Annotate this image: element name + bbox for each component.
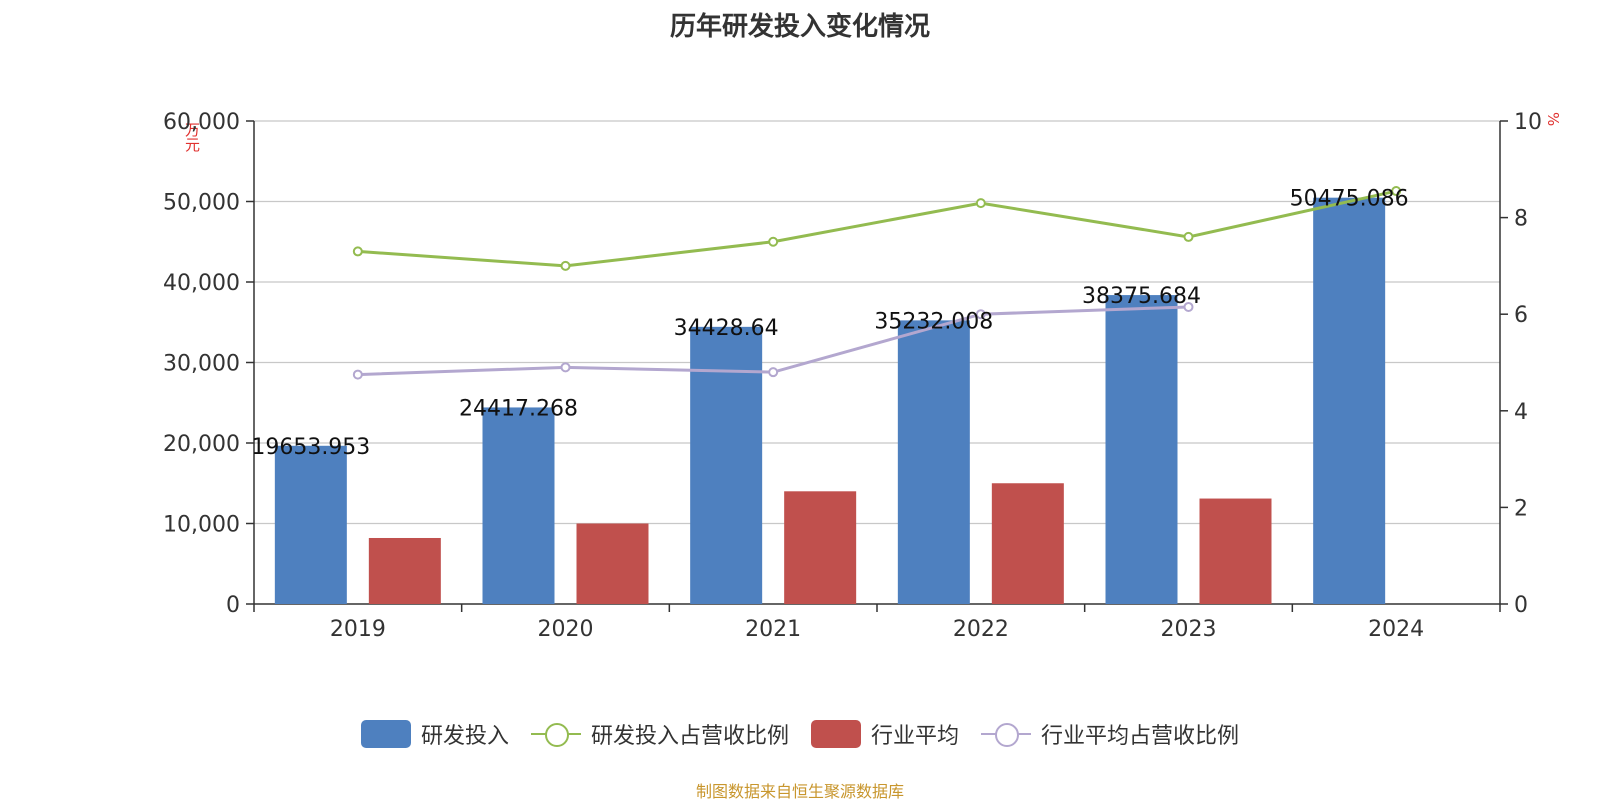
y-right-tick-label: 8 — [1514, 207, 1528, 232]
y-right-tick-label: 0 — [1514, 593, 1528, 618]
legend-swatch-rd-ratio — [530, 720, 581, 748]
y-right-tick-label: 10 — [1514, 110, 1542, 135]
y-right-tick-label: 6 — [1514, 303, 1528, 328]
point-industry-ratio — [352, 369, 363, 380]
left-axis-unit: 万元 — [183, 122, 201, 152]
bar-industry — [991, 483, 1064, 604]
bar-rd-data-label: 34428.64 — [674, 316, 779, 341]
bar-industry — [368, 537, 441, 604]
point-industry-ratio — [975, 309, 986, 320]
bar-rd — [690, 326, 763, 604]
bar-industry — [784, 491, 857, 604]
legend-item-industry[interactable]: 行业平均 — [811, 718, 959, 750]
point-rd-ratio — [352, 246, 363, 257]
y-left-tick-label: 40,000 — [163, 271, 240, 296]
bar-industry — [1199, 498, 1272, 604]
y-left-tick-label: 0 — [226, 593, 240, 618]
point-rd-ratio — [975, 198, 986, 209]
x-tick-label: 2024 — [1368, 617, 1424, 642]
y-left-tick-label: 10,000 — [163, 513, 240, 538]
point-industry-ratio — [1183, 301, 1194, 312]
y-right-tick-label: 4 — [1514, 400, 1528, 425]
point-rd-ratio — [1183, 231, 1194, 242]
legend-item-rd-ratio[interactable]: 研发投入占营收比例 — [530, 718, 789, 750]
bar-rd-data-label: 24417.268 — [459, 396, 578, 421]
legend-item-rd[interactable]: 研发投入 — [360, 718, 509, 750]
x-tick-label: 2019 — [330, 617, 386, 642]
legend-swatch-rd — [360, 720, 411, 748]
legend-label-industry: 行业平均 — [871, 724, 960, 749]
point-rd-ratio — [1391, 186, 1402, 197]
point-rd-ratio — [560, 260, 571, 271]
bar-rd-data-label: 38375.684 — [1082, 284, 1201, 309]
bar-rd — [482, 407, 555, 604]
point-industry-ratio — [560, 362, 571, 373]
x-tick-label: 2021 — [745, 617, 801, 642]
bar-rd-data-label: 35232.008 — [874, 309, 993, 334]
x-tick-label: 2023 — [1161, 617, 1217, 642]
line-rd-ratio — [357, 189, 1397, 268]
y-left-tick-label: 50,000 — [163, 191, 240, 216]
bar-rd-data-label: 19653.953 — [251, 435, 370, 460]
y-left-tick-label: 30,000 — [163, 352, 240, 377]
y-right-tick-label: 2 — [1514, 496, 1528, 521]
bar-rd-data-label: 50475.086 — [1290, 187, 1409, 212]
legend-label-rd: 研发投入 — [420, 724, 509, 749]
chart-title: 历年研发投入变化情况 — [669, 12, 930, 42]
y-left-tick-label: 20,000 — [163, 432, 240, 457]
y-left-tick-label: 60,000 — [163, 110, 240, 135]
x-tick-label: 2020 — [538, 617, 594, 642]
bar-rd — [1105, 295, 1178, 604]
legend-label-rd-ratio: 研发投入占营收比例 — [590, 724, 789, 749]
bar-rd — [1313, 197, 1386, 605]
legend-swatch-industry — [811, 720, 861, 748]
data-source-note: 制图数据来自恒生聚源数据库 — [695, 782, 904, 801]
chart-canvas: 010,00020,00030,00040,00050,00060,000024… — [163, 110, 1542, 642]
bar-rd — [274, 445, 347, 604]
x-tick-label: 2022 — [953, 617, 1009, 642]
legend-label-industry-ratio: 行业平均占营收比例 — [1041, 724, 1240, 749]
bar-rd — [897, 320, 970, 604]
legend-item-industry-ratio[interactable]: 行业平均占营收比例 — [981, 718, 1239, 750]
bar-industry — [576, 523, 649, 604]
point-rd-ratio — [768, 236, 779, 247]
legend-swatch-industry-ratio — [981, 720, 1032, 748]
legend: 研发投入 研发投入占营收比例 行业平均 行业平均占营收比例 — [0, 718, 1600, 750]
point-industry-ratio — [768, 367, 779, 378]
